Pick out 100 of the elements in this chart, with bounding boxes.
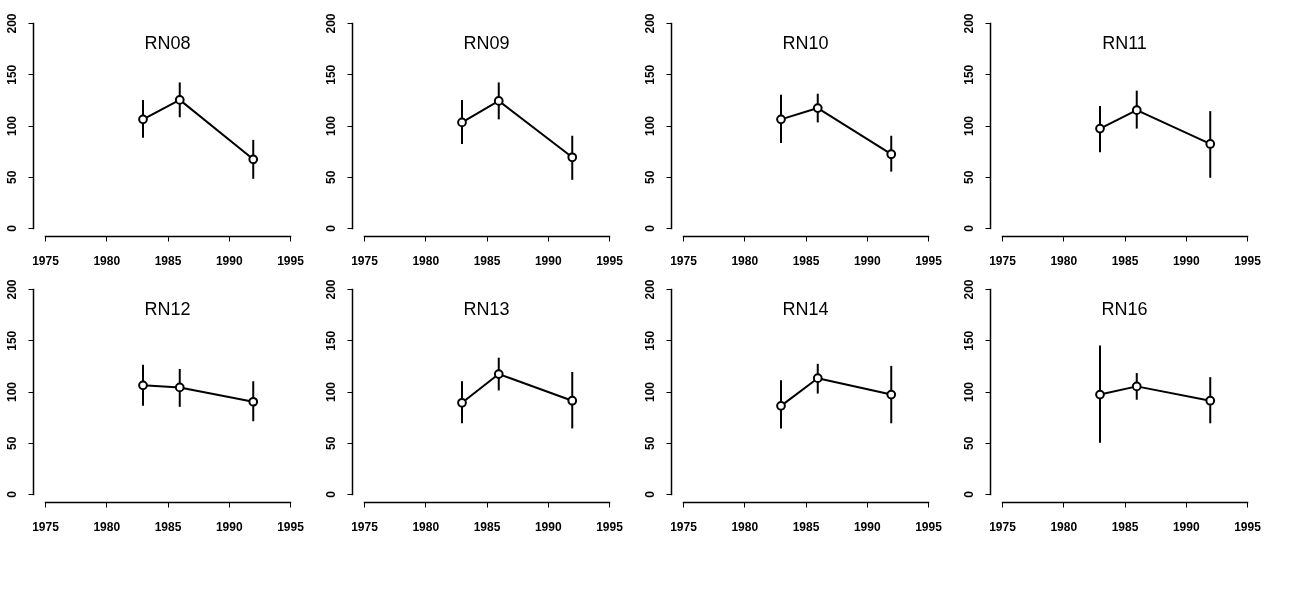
y-tick-label: 150 [4,330,19,351]
x-tick-label: 1975 [989,519,1017,534]
text: RN08 [144,32,191,53]
x-tick-label: 1985 [473,519,501,534]
y-tick-label: 0 [323,224,338,232]
x-tick-label: 1990 [215,253,243,268]
text: RN11 [1102,32,1147,53]
y-tick-label: 0 [961,224,976,232]
x-tick-label: 1985 [792,519,820,534]
y-tick-label: 100 [4,381,19,403]
x-tick-label: 1980 [1050,519,1078,534]
x-tick-label: 1995 [1234,519,1262,534]
text: RN10 [782,32,829,53]
text: RN13 [463,298,510,319]
y-tick-label: 200 [961,13,976,34]
x-tick-label: 1975 [32,519,60,534]
y-tick-label: 50 [323,436,338,450]
x-tick-label: 1990 [215,519,243,534]
point [1131,381,1142,392]
text: RN16 [1101,298,1148,319]
y-tick-label: 200 [4,13,19,34]
point [493,369,504,379]
y-tick-label: 150 [642,330,657,351]
x-tick-label: 1995 [596,519,624,534]
text: RN09 [463,32,510,53]
y-tick-label: 100 [961,115,976,137]
x-tick-label: 1980 [93,253,121,268]
text: RN12 [144,298,191,319]
y-tick-label: 150 [642,64,657,85]
point [457,397,467,408]
y-tick-label: 150 [961,330,976,351]
y-tick-label: 50 [642,436,657,450]
y-tick-label: 100 [4,115,19,137]
x-tick-label: 1990 [853,519,881,534]
x-tick-label: 1995 [596,253,624,268]
y-tick-label: 200 [323,13,338,34]
point [248,154,259,165]
x-tick-label: 1985 [154,253,182,268]
y-tick-label: 200 [323,279,338,300]
y-tick-label: 50 [642,170,657,184]
y-tick-label: 200 [4,279,19,300]
y-tick-label: 100 [642,381,657,403]
x-tick-label: 1985 [1111,519,1139,534]
text: RN14 [782,298,829,319]
y-tick-label: 50 [961,170,976,184]
point [886,389,897,400]
x-tick-label: 1980 [731,253,759,268]
y-tick-label: 0 [4,224,19,232]
x-tick-label: 1995 [915,253,943,268]
x-tick-label: 1985 [473,253,501,268]
y-tick-label: 0 [323,490,338,498]
y-tick-label: 0 [4,490,19,498]
x-tick-label: 1985 [1111,253,1139,268]
point [812,373,823,384]
point [248,396,259,407]
y-tick-label: 200 [642,279,657,300]
point [174,382,185,393]
point [1095,123,1105,134]
x-tick-label: 1975 [32,253,60,268]
point [776,114,786,125]
y-tick-label: 200 [961,279,976,300]
x-tick-label: 1990 [1172,519,1200,534]
y-tick-label: 100 [323,381,338,403]
x-tick-label: 1995 [277,253,305,268]
x-tick-label: 1995 [1234,253,1262,268]
point [1205,139,1216,149]
point [138,114,148,125]
x-tick-label: 1980 [93,519,121,534]
x-tick-label: 1980 [731,519,759,534]
y-tick-label: 0 [961,490,976,498]
x-tick-label: 1990 [853,253,881,268]
y-tick-label: 0 [642,490,657,498]
point [1095,389,1105,400]
y-tick-label: 100 [642,115,657,137]
x-tick-label: 1990 [534,519,562,534]
y-tick-label: 150 [961,64,976,85]
x-tick-label: 1975 [670,253,698,268]
point [174,95,185,105]
y-tick-label: 50 [4,170,19,184]
y-tick-label: 100 [961,381,976,403]
point [1205,395,1216,406]
x-tick-label: 1995 [915,519,943,534]
point [567,152,578,163]
y-tick-label: 150 [323,330,338,351]
y-tick-label: 100 [323,115,338,137]
point [567,395,578,406]
point [493,96,504,106]
x-tick-label: 1980 [412,519,440,534]
y-tick-label: 50 [961,436,976,450]
y-tick-label: 0 [642,224,657,232]
x-tick-label: 1975 [351,253,379,268]
point [1131,105,1142,115]
point [812,103,823,113]
point [886,149,897,160]
y-tick-label: 150 [323,64,338,85]
x-tick-label: 1995 [277,519,305,534]
point [138,380,148,391]
y-tick-label: 50 [4,436,19,450]
y-tick-label: 50 [323,170,338,184]
x-tick-label: 1990 [1172,253,1200,268]
